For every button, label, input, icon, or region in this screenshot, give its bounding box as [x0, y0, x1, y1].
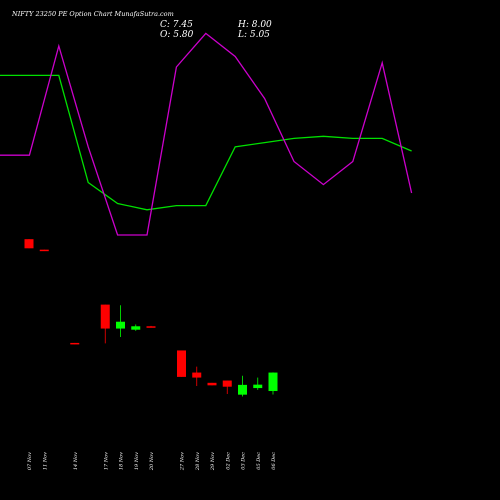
candle-body — [116, 321, 125, 329]
open-value: O: 5.80 — [160, 30, 194, 40]
x-tick-label: 17 Nov — [103, 452, 109, 470]
candle-body — [238, 384, 247, 395]
x-tick-label: 18 Nov — [119, 452, 125, 470]
x-tick-label: 27 Nov — [180, 452, 186, 471]
candle-body — [192, 372, 202, 378]
candle-body — [39, 249, 49, 252]
candle-body — [222, 380, 232, 387]
x-tick-label: 02 Dec — [225, 452, 231, 470]
candle-body — [253, 384, 263, 389]
candle-body — [268, 372, 278, 392]
candle-body — [207, 382, 217, 386]
close-value: C: 7.45 — [160, 20, 193, 30]
indicator-lines — [0, 32, 413, 236]
candles — [24, 239, 278, 397]
indicator-line — [0, 32, 413, 236]
candle-body — [131, 326, 141, 330]
x-tick-label: 19 Nov — [134, 452, 140, 470]
x-tick-label: 20 Nov — [149, 452, 155, 471]
candle-body — [177, 350, 186, 377]
candle-body — [24, 239, 34, 249]
high-value: H: 8.00 — [237, 20, 272, 30]
candle-body — [146, 326, 156, 328]
low-value: L: 5.05 — [237, 30, 270, 40]
x-tick-label: 29 Nov — [210, 452, 216, 471]
candle-body — [70, 342, 80, 345]
indicator-line — [0, 74, 412, 211]
x-axis-labels: 07 Nov 11 Nov 14 Nov 17 Nov 18 Nov 19 Nov 20 N… — [27, 452, 277, 471]
x-tick-label: 07 Nov — [27, 452, 33, 470]
x-tick-label: 28 Nov — [195, 452, 201, 471]
x-tick-label: 03 Dec — [241, 452, 247, 470]
x-tick-label: 05 Dec — [256, 452, 262, 470]
x-tick-label: 14 Nov — [73, 452, 79, 470]
candle-body — [100, 304, 110, 329]
chart-title: NIFTY 23250 PE Option Chart MunafaSutra.… — [11, 10, 174, 18]
x-tick-label: 11 Nov — [42, 452, 48, 470]
x-tick-label: 06 Dec — [271, 452, 277, 470]
